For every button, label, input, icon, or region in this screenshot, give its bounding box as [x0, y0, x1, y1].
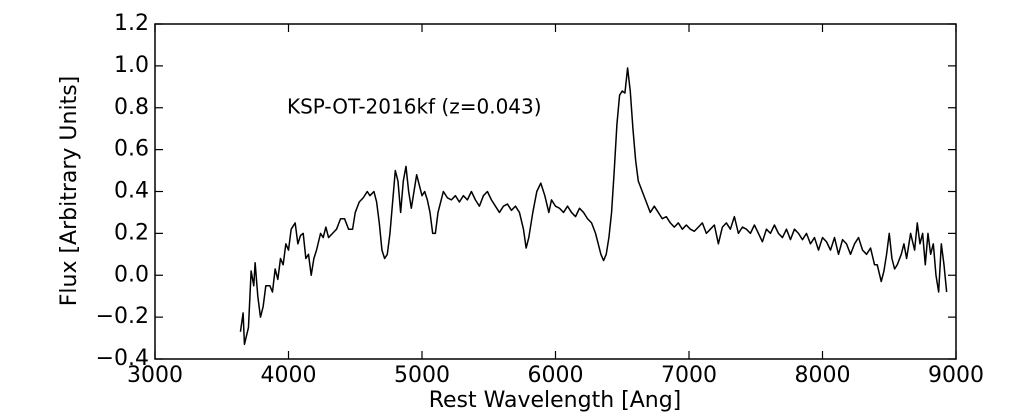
y-tick-label: 0.2 — [114, 220, 149, 245]
x-tick-label: 4000 — [261, 363, 317, 388]
x-tick-label: 7000 — [661, 363, 717, 388]
y-tick-label: 0.8 — [114, 95, 149, 120]
x-axis-label: Rest Wavelength [Ang] — [429, 388, 682, 413]
y-tick-label: −0.4 — [96, 346, 149, 371]
y-tick-label: −0.2 — [96, 304, 149, 329]
y-tick-label: 0.6 — [114, 137, 149, 162]
spectrum-line — [239, 67, 948, 346]
plot-frame — [154, 23, 957, 360]
x-tick-label: 9000 — [928, 363, 984, 388]
x-tick-label: 8000 — [795, 363, 851, 388]
y-axis-label: Flux [Arbitrary Units] — [57, 76, 82, 307]
x-tick-label: 3000 — [127, 363, 183, 388]
y-tick-label: 0.0 — [114, 262, 149, 287]
y-tick-label: 1.0 — [114, 53, 149, 78]
x-tick-label: 5000 — [394, 363, 450, 388]
annotation: KSP-OT-2016kf (z=0.043) — [287, 95, 542, 119]
x-tick-label: 6000 — [528, 363, 584, 388]
y-tick-label: 1.2 — [114, 11, 149, 36]
y-tick-label: 0.4 — [114, 179, 149, 204]
